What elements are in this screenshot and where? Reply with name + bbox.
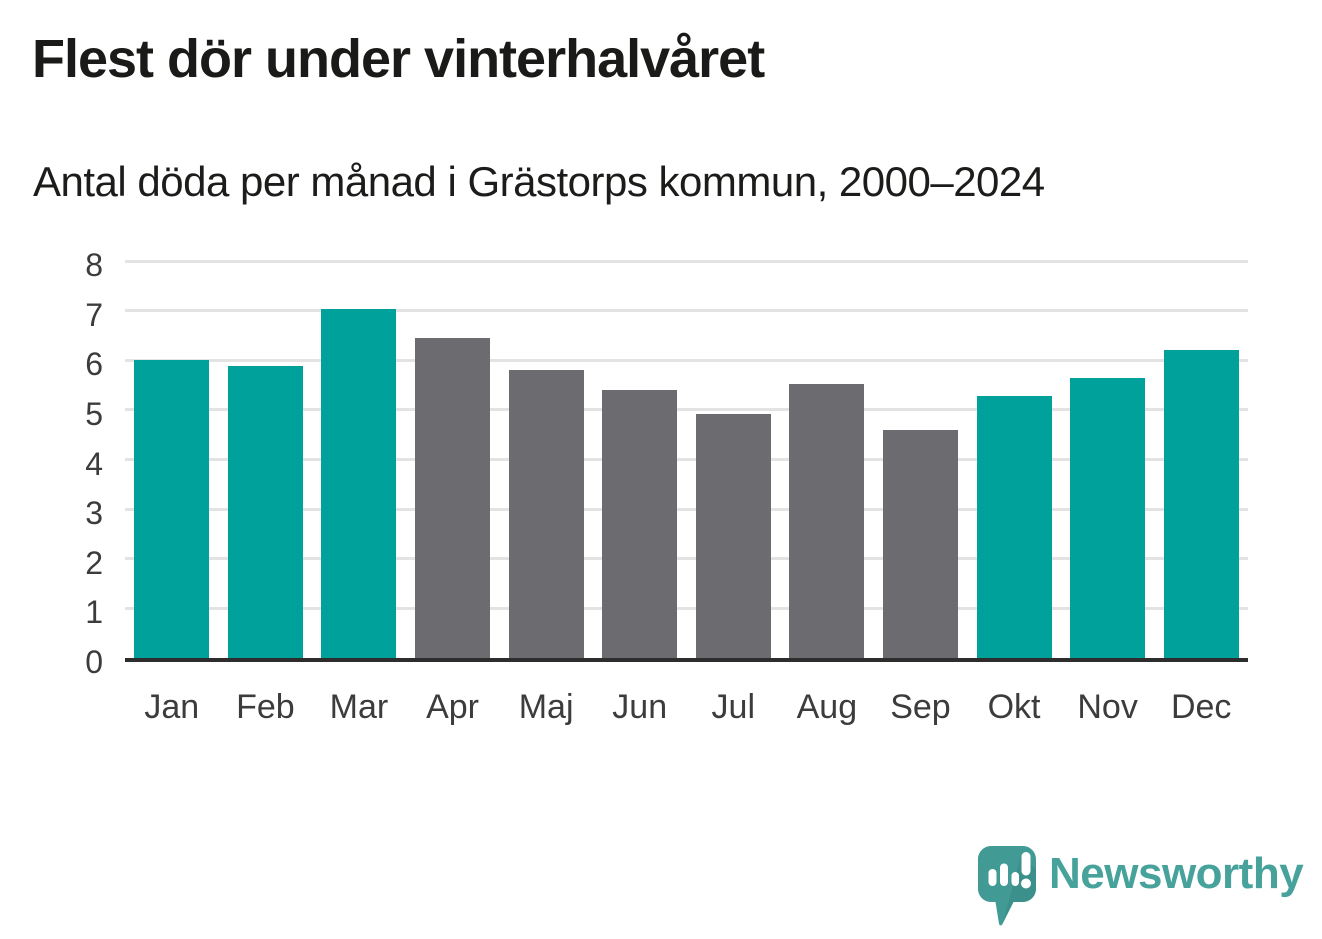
bar-sep bbox=[882, 429, 958, 658]
logo-exclamation-bar bbox=[1021, 852, 1031, 876]
gridline-8 bbox=[125, 259, 1248, 263]
y-tick-2: 2 bbox=[85, 544, 103, 581]
gridline-5 bbox=[125, 408, 1248, 412]
logo-exclamation-dot bbox=[1021, 878, 1031, 889]
y-tick-5: 5 bbox=[85, 395, 103, 432]
bar-feb bbox=[227, 366, 303, 658]
bar-okt bbox=[976, 395, 1052, 658]
bar-jun bbox=[602, 390, 678, 658]
gridline-6 bbox=[125, 358, 1248, 362]
y-tick-6: 6 bbox=[85, 346, 103, 383]
plot-area bbox=[125, 259, 1248, 662]
x-tick-feb: Feb bbox=[236, 688, 295, 726]
x-tick-jan: Jan bbox=[144, 688, 200, 726]
gridline-7 bbox=[125, 309, 1248, 313]
chart-title: Flest dör under vinterhalvåret bbox=[32, 29, 765, 89]
y-tick-3: 3 bbox=[85, 495, 103, 532]
bar-mar bbox=[321, 308, 397, 658]
bar-dec bbox=[1163, 350, 1239, 658]
x-axis-labels: Jan Feb Mar Apr Maj Jun Jul Aug Sep Okt Nov Dec bbox=[125, 684, 1248, 734]
x-tick-dec: Dec bbox=[1170, 688, 1232, 726]
x-tick-aug: Aug bbox=[796, 688, 858, 726]
y-tick-0: 0 bbox=[85, 644, 103, 680]
bar-nov bbox=[1070, 378, 1146, 658]
brand-footer: Newsworthy bbox=[977, 845, 1304, 930]
x-tick-jul: Jul bbox=[711, 688, 756, 726]
x-tick-maj: Maj bbox=[518, 688, 574, 726]
logo-bar-2 bbox=[1000, 863, 1008, 886]
x-tick-jun: Jun bbox=[612, 688, 668, 726]
bar-maj bbox=[508, 370, 584, 658]
logo-bar-3 bbox=[1011, 872, 1019, 886]
gridline-3 bbox=[125, 507, 1248, 511]
y-tick-8: 8 bbox=[85, 247, 103, 283]
y-tick-1: 1 bbox=[85, 594, 103, 631]
bar-apr bbox=[415, 338, 491, 658]
y-axis-labels: 0 1 2 3 4 5 6 7 8 bbox=[0, 247, 103, 680]
bar-aug bbox=[789, 384, 865, 658]
gridline-1 bbox=[125, 606, 1248, 610]
y-tick-4: 4 bbox=[85, 445, 103, 482]
gridline-4 bbox=[125, 458, 1248, 461]
y-tick-7: 7 bbox=[85, 296, 103, 333]
x-tick-nov: Nov bbox=[1077, 688, 1138, 726]
bar-jan bbox=[134, 360, 210, 658]
x-tick-apr: Apr bbox=[426, 688, 479, 726]
brand-name: Newsworthy bbox=[1049, 849, 1304, 898]
gridline-2 bbox=[125, 557, 1248, 561]
x-tick-sep: Sep bbox=[890, 688, 951, 726]
newsworthy-logo-icon bbox=[978, 846, 1036, 926]
chart-subtitle: Antal döda per månad i Grästorps kommun,… bbox=[33, 158, 1045, 205]
x-tick-okt: Okt bbox=[987, 688, 1041, 726]
x-tick-mar: Mar bbox=[329, 688, 389, 726]
bar-jul bbox=[695, 413, 771, 658]
logo-bar-1 bbox=[988, 869, 997, 886]
